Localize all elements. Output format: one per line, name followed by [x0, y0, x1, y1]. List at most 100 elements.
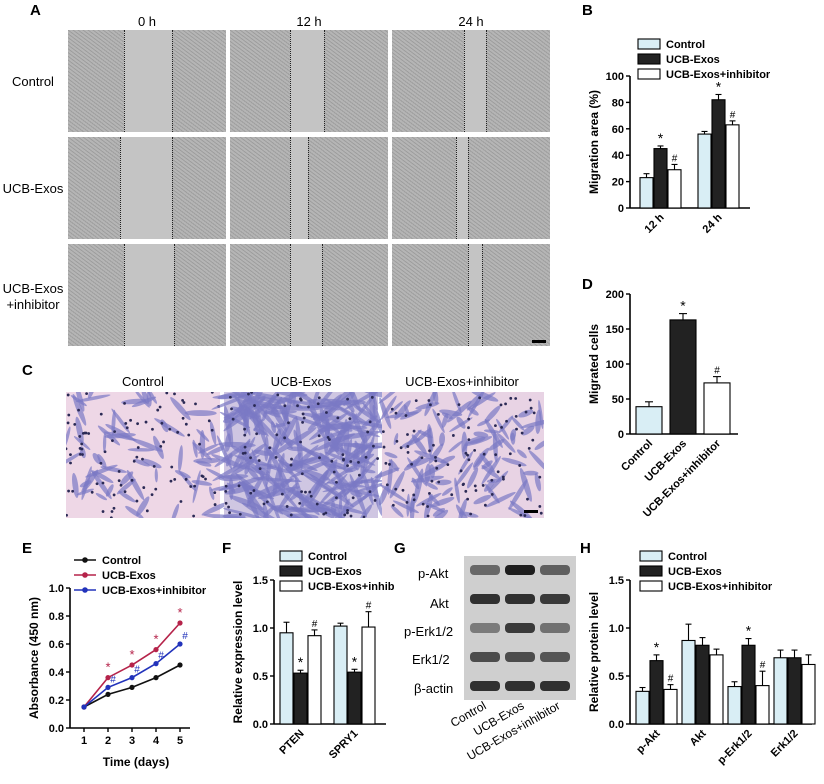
- stained-cell: [192, 470, 201, 504]
- membrane-pore: [198, 442, 201, 446]
- membrane-pore: [466, 497, 470, 501]
- stained-cell: [393, 432, 399, 446]
- membrane-pore: [529, 406, 533, 410]
- chart-e-y-tick-label: 0.2: [49, 695, 64, 707]
- stained-cell: [485, 491, 516, 508]
- chart-e-absorbance: 0.0 0.2 0.4 0.6 0.8 1.0 Absorbance (450 nm) 1 2 3…: [27, 555, 207, 769]
- membrane-pore: [349, 514, 353, 518]
- stained-cell: [441, 487, 453, 496]
- stained-cell: [116, 478, 136, 495]
- membrane-pore: [426, 514, 430, 518]
- membrane-pore: [446, 463, 450, 467]
- panel-a-col-24h: 24 h: [458, 14, 484, 29]
- stained-cell: [209, 421, 217, 445]
- membrane-pore: [348, 417, 352, 421]
- chart-f-bar: [333, 625, 348, 725]
- membrane-pore: [466, 453, 469, 457]
- membrane-pore: [241, 451, 245, 455]
- stained-cell: [518, 409, 534, 418]
- stained-cell: [521, 418, 544, 429]
- membrane-pore: [99, 412, 103, 416]
- membrane-pore: [192, 514, 196, 518]
- stained-cell: [534, 473, 542, 492]
- stained-cell: [432, 408, 445, 433]
- stained-cell: [341, 424, 353, 432]
- chart-h-bar: [635, 690, 650, 725]
- chart-e-x-tick-label: 4: [153, 735, 160, 747]
- membrane-pore: [210, 428, 214, 432]
- blot-band: [505, 594, 535, 604]
- membrane-pore: [78, 435, 82, 438]
- chart-b-legend-swatch: [637, 68, 661, 80]
- chart-e-significance-mark: #: [158, 651, 164, 662]
- membrane-pore: [85, 392, 88, 396]
- membrane-pore: [179, 500, 183, 503]
- scratch-image-control-0h: [68, 30, 226, 132]
- stained-cell: [501, 457, 527, 467]
- chart-e-y-tick-label: 0.0: [49, 723, 64, 735]
- membrane-pore: [469, 512, 473, 516]
- stained-cell: [406, 493, 410, 517]
- membrane-pore: [317, 396, 321, 400]
- stained-cell: [196, 429, 210, 442]
- stained-cell: [384, 452, 398, 459]
- stained-cell: [466, 392, 496, 411]
- membrane-pore: [230, 407, 233, 411]
- chart-f-bar: [361, 626, 376, 725]
- stained-cell: [88, 392, 95, 399]
- chart-e-point: [177, 641, 183, 647]
- membrane-pore: [474, 489, 478, 492]
- membrane-pore: [117, 479, 121, 483]
- stained-cell: [274, 506, 313, 518]
- membrane-pore: [349, 460, 353, 463]
- stained-cell: [111, 409, 116, 436]
- membrane-pore: [262, 502, 266, 506]
- membrane-pore: [224, 484, 228, 488]
- chart-b-bar: [725, 124, 740, 209]
- panel-c-col-control: Control: [122, 374, 164, 389]
- chart-h-significance-mark: *: [746, 623, 752, 639]
- membrane-pore: [299, 440, 302, 444]
- membrane-pore: [136, 422, 139, 426]
- stained-cell: [253, 419, 263, 432]
- membrane-pore: [351, 496, 355, 500]
- membrane-pore: [490, 478, 494, 482]
- stained-cell: [118, 490, 136, 503]
- chart-b-legend-label: UCB-Exos+inhibitor: [666, 69, 771, 81]
- stained-cell: [413, 468, 424, 504]
- chart-h-y-tick-label: 1.0: [609, 623, 624, 635]
- membrane-pore: [135, 499, 139, 503]
- stained-cell: [390, 505, 404, 518]
- blot-band: [540, 623, 570, 633]
- membrane-pore: [437, 480, 441, 484]
- panel-label-g: G: [394, 540, 406, 557]
- chart-d-bar: [703, 382, 731, 435]
- membrane-pore: [169, 479, 173, 483]
- membrane-pore: [176, 430, 180, 434]
- stained-cell: [136, 496, 150, 517]
- membrane-pore: [66, 513, 68, 517]
- chart-h-x-tick-label: Akt: [688, 727, 709, 748]
- membrane-pore: [78, 452, 82, 456]
- chart-h-bar: [801, 663, 816, 725]
- panel-a-row-inhibitor: UCB-Exos +inhibitor: [2, 281, 64, 312]
- chart-d-y-tick-label: 0: [618, 429, 624, 441]
- chart-b-bar: [697, 133, 712, 209]
- stained-cell: [240, 481, 253, 492]
- membrane-pore: [207, 419, 211, 423]
- stained-cell: [472, 447, 490, 468]
- membrane-pore: [435, 466, 439, 470]
- chart-f-legend-label: Control: [308, 551, 347, 563]
- stained-cell: [428, 443, 444, 464]
- stained-cell: [247, 467, 260, 481]
- stained-cell: [451, 392, 462, 413]
- chart-f-y-tick-label: 1.0: [253, 623, 268, 635]
- membrane-pore: [80, 442, 84, 446]
- chart-d-y-label: Migrated cells: [587, 324, 601, 404]
- panel-label-b: B: [582, 2, 593, 19]
- chart-b-y-tick-label: 80: [612, 97, 624, 109]
- stained-cell: [226, 482, 236, 493]
- chart-f-y-label: Relative expression level: [231, 581, 245, 724]
- membrane-pore: [168, 427, 172, 431]
- stained-cell: [483, 480, 495, 492]
